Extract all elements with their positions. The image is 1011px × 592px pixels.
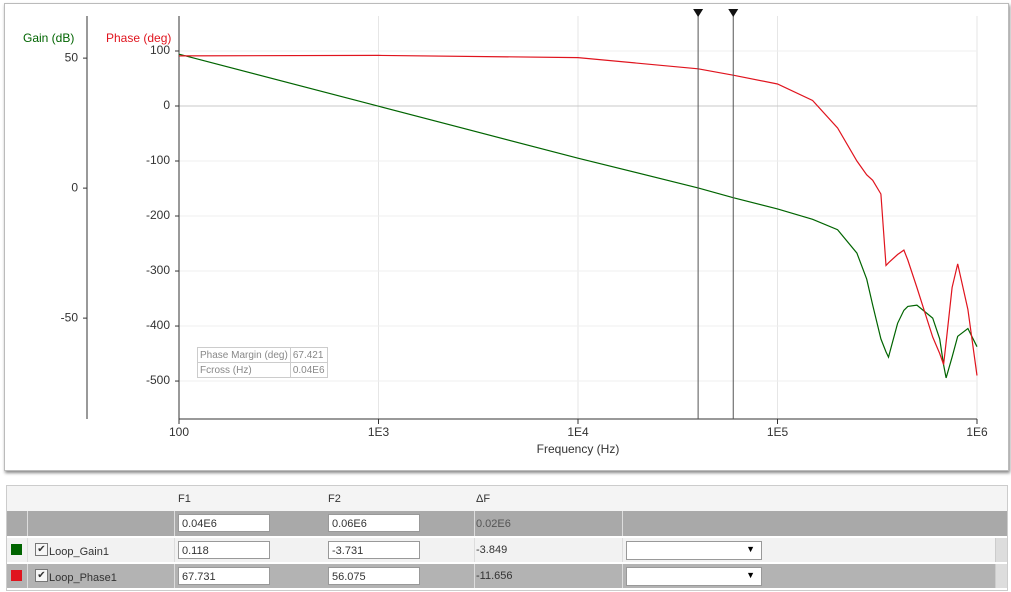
cursor-handle xyxy=(693,9,704,17)
x-tick-label: 100 xyxy=(169,425,189,439)
header-row: F1 F2 ΔF xyxy=(7,486,1007,511)
annotation-value: 0.04E6 xyxy=(289,362,328,378)
scrollbar xyxy=(995,538,1007,562)
separator xyxy=(27,564,28,588)
column-header: F2 xyxy=(328,492,341,505)
column-header: F1 xyxy=(178,492,191,505)
row-dropdown[interactable] xyxy=(626,541,762,560)
series-swatch xyxy=(11,544,22,555)
annotation-label: Phase Margin (deg) xyxy=(197,347,291,363)
separator xyxy=(27,538,28,562)
annotation-value: 67.421 xyxy=(289,347,328,363)
chart-panel: 100 1E3 1E4 1E5 1E6 100 0 -100 -200 -300 -400 -500 5… xyxy=(4,3,1009,471)
axis-title: Phase (deg) xyxy=(106,31,171,45)
cursor-table: F1 F2 ΔF 0.04E6 0.06E6 0.02E6 ✔ Loop_Gain… xyxy=(6,485,1008,591)
column-header: ΔF xyxy=(476,492,491,505)
row-dropdown[interactable] xyxy=(626,567,762,586)
y2-tick-label: -500 xyxy=(146,373,170,387)
delta-value: -3.849 xyxy=(476,544,508,556)
x-tick-label: 1E4 xyxy=(567,425,589,439)
f2-value[interactable]: 56.075 xyxy=(328,567,420,585)
y2-tick-label: 100 xyxy=(150,43,170,57)
f1-value[interactable]: 67.731 xyxy=(178,567,270,585)
series-checkbox[interactable]: ✔ xyxy=(35,569,48,582)
series-swatch xyxy=(11,570,22,581)
y-tick-label: 0 xyxy=(71,180,78,194)
y-tick-label: 50 xyxy=(65,50,79,64)
x-tick-label: 1E3 xyxy=(368,425,390,439)
frequency-row: 0.04E6 0.06E6 0.02E6 xyxy=(7,511,1007,536)
annotation-label: Fcross (Hz) xyxy=(197,362,291,378)
y-tick-label: -50 xyxy=(61,310,79,324)
separator xyxy=(474,564,475,588)
series-row: ✔ Loop_Phase1 67.731 56.075 -11.656 xyxy=(7,564,1007,588)
x-axis-label: Frequency (Hz) xyxy=(537,442,620,456)
f1-input[interactable]: 0.04E6 xyxy=(178,514,270,532)
series-name: Loop_Gain1 xyxy=(49,546,109,558)
separator xyxy=(622,538,623,562)
series-line xyxy=(178,53,978,379)
y2-tick-label: -400 xyxy=(146,318,170,332)
series-row: ✔ Loop_Gain1 0.118 -3.731 -3.849 xyxy=(7,538,1007,562)
measurement-box: Phase Margin (deg) 67.421 Fcross (Hz) 0.04… xyxy=(197,347,328,378)
delta-value: -11.656 xyxy=(476,570,513,582)
x-tick-label: 1E5 xyxy=(767,425,789,439)
f2-input[interactable]: 0.06E6 xyxy=(328,514,420,532)
separator xyxy=(622,564,623,588)
scrollbar xyxy=(995,564,1007,588)
f2-value[interactable]: -3.731 xyxy=(328,541,420,559)
series-checkbox[interactable]: ✔ xyxy=(35,543,48,556)
y2-tick-label: -100 xyxy=(146,153,170,167)
f1-value[interactable]: 0.118 xyxy=(178,541,270,559)
delta-f: 0.02E6 xyxy=(476,517,511,530)
cursor-handle xyxy=(728,9,739,17)
y2-tick-label: -300 xyxy=(146,263,170,277)
series-name: Loop_Phase1 xyxy=(49,572,117,584)
chart: 100 1E3 1E4 1E5 1E61000-100-200-300-400-5005… xyxy=(23,9,988,456)
separator xyxy=(174,538,175,562)
y2-tick-label: 0 xyxy=(163,98,170,112)
y2-tick-label: -200 xyxy=(146,208,170,222)
x-tick-label: 1E6 xyxy=(966,425,988,439)
separator xyxy=(174,564,175,588)
series-line xyxy=(178,54,978,376)
axis-title: Gain (dB) xyxy=(23,31,74,45)
separator xyxy=(474,538,475,562)
